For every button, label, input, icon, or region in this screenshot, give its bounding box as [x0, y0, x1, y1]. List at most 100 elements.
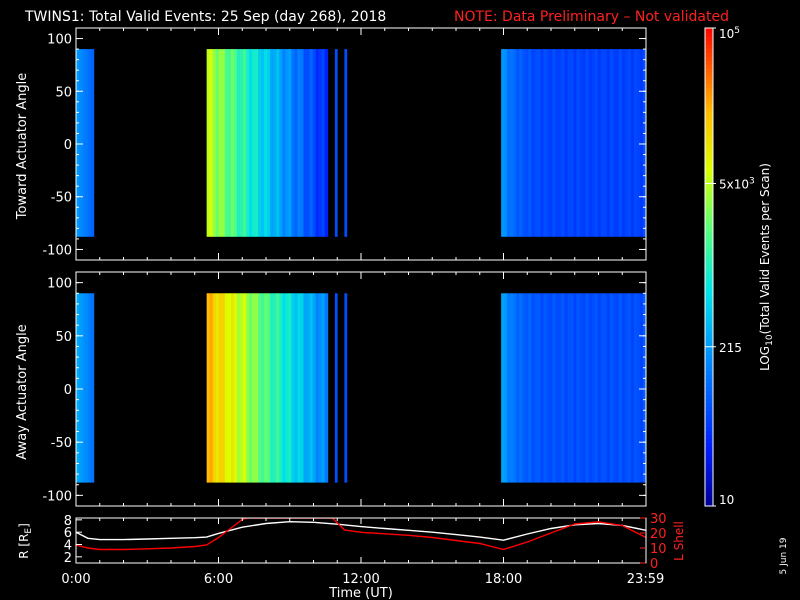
heatmap-cell	[633, 293, 638, 483]
heatmap-cell	[579, 49, 584, 237]
heatmap-cell	[558, 49, 562, 237]
colorbar-step	[705, 47, 713, 53]
colorbar-step	[705, 223, 713, 228]
heatmap-cell	[513, 293, 517, 483]
heatmap-cell	[591, 293, 596, 483]
colorbar-step	[705, 326, 713, 332]
colorbar-step	[705, 91, 713, 97]
y-tick-label: 8	[64, 514, 72, 529]
colorbar-step	[705, 235, 713, 240]
colorbar-step	[705, 310, 713, 316]
heatmap-cell	[81, 49, 86, 237]
heatmap-cell	[606, 293, 611, 483]
heatmap-cell	[239, 49, 244, 237]
bottom-ylabel-sub: E	[24, 528, 34, 534]
heatmap-cell	[206, 293, 211, 483]
colorbar-step	[705, 63, 713, 69]
colorbar-step	[705, 155, 713, 161]
colorbar-step	[705, 502, 713, 507]
colorbar-step	[705, 123, 713, 129]
heatmap-cell	[81, 293, 86, 483]
heatmap-cell	[525, 49, 529, 237]
heatmap-cell	[212, 49, 217, 237]
heatmap-cell	[236, 49, 241, 237]
heatmap-cell	[525, 293, 529, 483]
y-tick-label: 6	[64, 526, 72, 541]
heatmap-cell	[261, 293, 265, 483]
heatmap-cell	[276, 293, 280, 483]
colorbar-step	[705, 410, 713, 415]
heatmap-cell	[636, 293, 641, 483]
colorbar-step	[705, 438, 713, 443]
heatmap-cell	[513, 49, 517, 237]
colorbar-step	[705, 406, 713, 411]
bottom-ylabel-right: L Shell	[672, 521, 686, 561]
colorbar-step	[705, 263, 713, 268]
heatmap-cell	[561, 293, 565, 483]
y-right-tick-label: 30	[650, 512, 667, 527]
colorbar-step	[705, 28, 713, 33]
colorbar-step	[705, 251, 713, 256]
heatmap-cell	[218, 49, 223, 237]
heatmap-cell	[279, 49, 283, 237]
heatmap-cell	[504, 293, 508, 483]
heatmap-cell	[230, 293, 235, 483]
heatmap-cell	[636, 49, 641, 237]
heatmap-cell	[87, 293, 92, 483]
heatmap-cell	[344, 293, 348, 483]
heatmap-cell	[597, 49, 602, 237]
colorbar-step	[705, 131, 713, 137]
heatmap-cell	[549, 293, 553, 483]
colorbar-step	[705, 107, 713, 113]
colorbar-step	[705, 147, 713, 153]
colorbar-step	[705, 366, 713, 372]
heatmap-cell	[245, 49, 250, 237]
heatmap-cell	[540, 49, 544, 237]
colorbar-step	[705, 278, 713, 284]
heatmap-cell	[501, 49, 505, 237]
colorbar-step	[705, 426, 713, 431]
colorbar-step	[705, 215, 713, 220]
heatmap-cell	[300, 293, 304, 483]
colorbar-step	[705, 203, 713, 208]
heatmap-cell	[78, 293, 83, 483]
colorbar-step	[705, 430, 713, 435]
heatmap-cell	[597, 293, 602, 483]
heatmap-cell	[224, 49, 229, 237]
heatmap-cell	[245, 293, 250, 483]
heatmap-cell	[570, 293, 574, 483]
heatmap-cell	[564, 49, 568, 237]
colorbar-step	[705, 259, 713, 264]
heatmap-cell	[227, 49, 232, 237]
colorbar-step	[705, 482, 713, 487]
colorbar-step	[705, 346, 713, 352]
colorbar-step	[705, 207, 713, 212]
colorbar-step	[705, 394, 713, 400]
colorbar-step	[705, 398, 713, 404]
colorbar-step	[705, 302, 713, 308]
colorbar-step	[705, 119, 713, 125]
heatmap-cell	[273, 49, 277, 237]
x-tick-label: 18:00	[485, 572, 522, 587]
heatmap-cell	[300, 49, 304, 237]
heatmap-cell	[324, 293, 329, 483]
y-right-tick-label: 10	[650, 542, 667, 557]
toward-angle-panel: 100 50 0 -50 -100	[42, 27, 647, 261]
colorbar-step	[705, 466, 713, 471]
y-tick-label: -100	[42, 243, 72, 258]
heatmap-cell	[78, 49, 83, 237]
colorbar-step	[705, 382, 713, 388]
colorbar-step	[705, 219, 713, 224]
colorbar-step	[705, 358, 713, 364]
heatmap-cell	[615, 293, 620, 483]
heatmap-cell	[321, 293, 326, 483]
heatmap-cell	[585, 49, 590, 237]
colorbar-step	[705, 167, 713, 172]
colorbar-step	[705, 35, 713, 41]
heatmap-cell	[501, 293, 505, 483]
heatmap-cell	[255, 293, 259, 483]
heatmap-cell	[600, 293, 605, 483]
heatmap-cell	[528, 49, 532, 237]
